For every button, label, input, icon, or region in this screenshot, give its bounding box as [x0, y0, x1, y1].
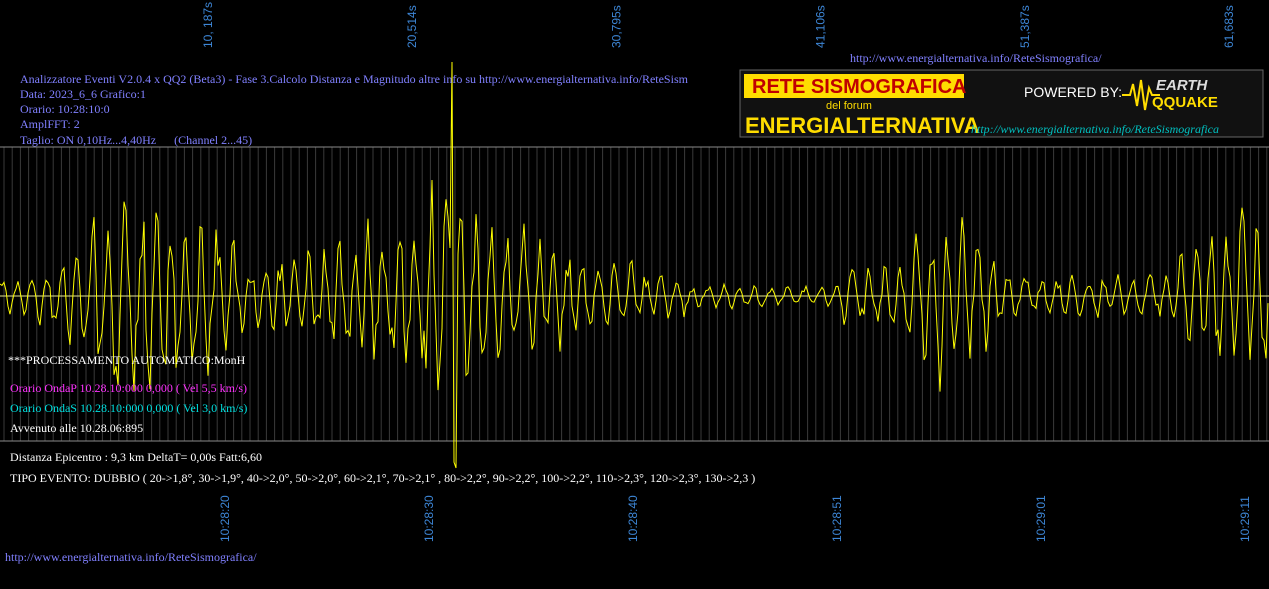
top-axis-label: 30,795s	[609, 5, 623, 48]
top-axis: 10, 187s 20,514s 30,795s 41,106s 51,387s 61,6…	[201, 2, 1236, 48]
logo-brand-top: EARTH	[1156, 77, 1209, 94]
bottom-axis-label: 10:28:30	[422, 495, 436, 542]
wave-p: Orario OndaP 10.28.10:000 0,000 ( Vel 5,…	[10, 381, 247, 395]
logo-icon	[1122, 79, 1160, 111]
top-axis-label: 10, 187s	[201, 2, 215, 48]
bottom-axis-label: 10:28:51	[830, 495, 844, 542]
logo-powered: POWERED BY:	[1024, 84, 1122, 100]
top-axis-label: 20,514s	[405, 5, 419, 48]
header-url: http://www.energialternativa.info/ReteSi…	[850, 51, 1102, 65]
logo: RETE SISMOGRAFICA del forum ENERGIALTERN…	[739, 69, 1264, 138]
logo-title: RETE SISMOGRAFICA	[752, 76, 966, 98]
info-line: Taglio: ON 0,10Hz...4,40Hz (Channel 2...…	[20, 133, 252, 147]
waveform	[0, 61, 1269, 469]
logo-subtitle: del forum	[826, 100, 872, 112]
event-type: TIPO EVENTO: DUBBIO ( 20->1,8°, 30->1,9°…	[10, 471, 755, 485]
top-axis-label: 51,387s	[1018, 5, 1032, 48]
logo-brand-bottom: QQUAKE	[1152, 94, 1218, 111]
info-line: Orario: 10:28:10:0	[20, 102, 110, 116]
event-block: ***PROCESSAMENTO AUTOMATICO:MonH Orario …	[8, 353, 755, 485]
info-line: Analizzatore Eventi V2.0.4 x QQ2 (Beta3)…	[20, 72, 689, 86]
footer-url: http://www.energialternativa.info/ReteSi…	[5, 550, 257, 564]
top-axis-label: 61,683s	[1222, 5, 1236, 48]
logo-name: ENERGIALTERNATIVA	[745, 113, 980, 138]
info-line: Data: 2023_6_6 Grafico:1	[20, 87, 146, 101]
wave-s: Orario OndaS 10.28.10:000 0,000 ( Vel 3,…	[10, 401, 247, 415]
logo-title-bg	[744, 74, 964, 98]
logo-url: http://www.energialternativa.info/ReteSi…	[971, 122, 1219, 136]
processing: ***PROCESSAMENTO AUTOMATICO:MonH	[8, 353, 246, 367]
occurred: Avvenuto alle 10.28.06:895	[10, 421, 143, 435]
distance: Distanza Epicentro : 9,3 km DeltaT= 0,00…	[10, 450, 262, 464]
info-block: Analizzatore Eventi V2.0.4 x QQ2 (Beta3)…	[20, 72, 689, 147]
info-line: AmplFFT: 2	[20, 117, 80, 131]
bottom-axis-label: 10:29:01	[1034, 495, 1048, 542]
top-axis-label: 41,106s	[814, 5, 828, 48]
bottom-axis-label: 10:28:20	[218, 495, 232, 542]
bottom-axis: 10:28:20 10:28:30 10:28:40 10:28:51 10:29:01…	[218, 495, 1252, 542]
bottom-axis-label: 10:29:11	[1238, 496, 1252, 542]
bottom-axis-label: 10:28:40	[626, 495, 640, 542]
